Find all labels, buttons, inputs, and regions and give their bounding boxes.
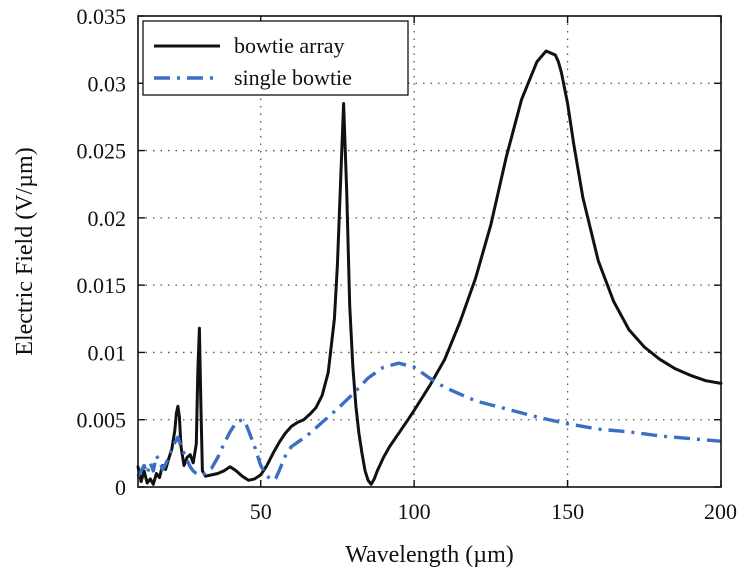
- y-tick-labels: 0 0.005 0.01 0.015 0.02 0.025 0.03 0.035: [77, 4, 127, 500]
- x-tick-label: 100: [398, 499, 431, 524]
- y-tick-label: 0.03: [88, 71, 127, 96]
- y-tick-label: 0: [115, 475, 126, 500]
- x-axis-label: Wavelength (µm): [345, 542, 514, 568]
- x-tick-label: 200: [704, 499, 737, 524]
- y-tick-label: 0.02: [88, 206, 127, 231]
- plot-frame: [137, 15, 722, 488]
- legend: bowtie array single bowtie: [142, 20, 409, 96]
- y-tick-label: 0.015: [77, 273, 127, 298]
- axis-ticks: [138, 15, 722, 488]
- y-tick-label: 0.035: [77, 4, 127, 29]
- legend-box: [142, 20, 409, 96]
- y-tick-label: 0.005: [77, 408, 127, 433]
- y-tick-label: 0.025: [77, 139, 127, 164]
- legend-label-single-bowtie: single bowtie: [234, 65, 352, 90]
- y-tick-label: 0.01: [88, 340, 127, 365]
- x-tick-label: 150: [551, 499, 584, 524]
- series-line-1: [136, 361, 722, 482]
- series-layer: [136, 49, 723, 486]
- y-axis-label: Electric Field (V/µm): [12, 147, 38, 355]
- x-tick-label: 50: [250, 499, 272, 524]
- legend-label-bowtie-array: bowtie array: [234, 33, 345, 58]
- x-tick-labels: 50 100 150 200: [250, 499, 737, 524]
- series-line-0: [136, 49, 723, 486]
